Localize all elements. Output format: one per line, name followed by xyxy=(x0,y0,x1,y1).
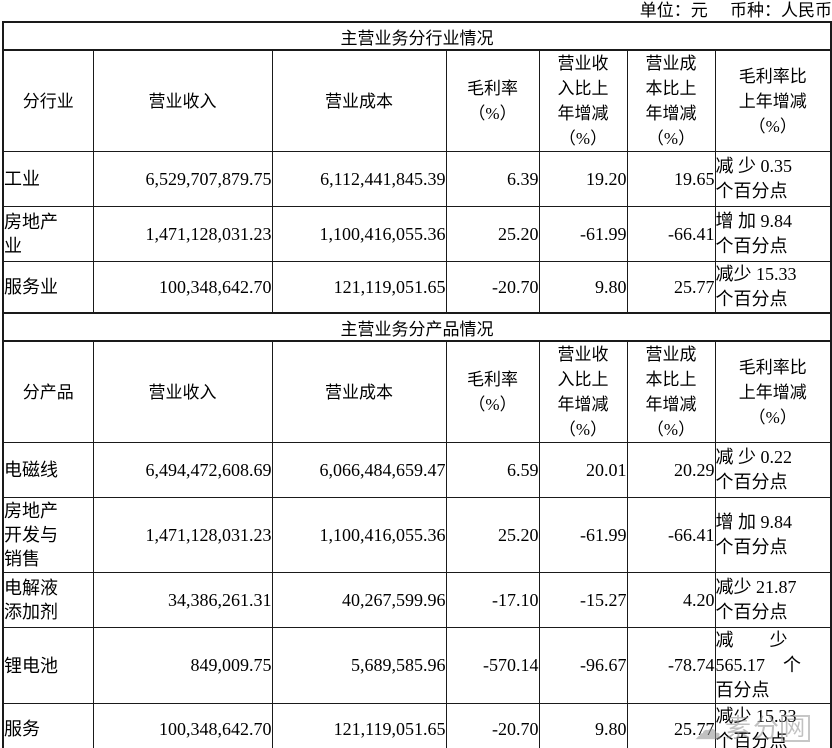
col-header-cost-yoy: 营业成 本比上 年增减 （%） xyxy=(626,340,716,443)
row-margin-yoy: 减少 15.33 个百分点 xyxy=(714,261,832,314)
product-section-title: 主营业务分产品情况 xyxy=(2,312,832,342)
row-revenue-yoy: -96.67 xyxy=(538,627,628,704)
row-cost: 6,112,441,845.39 xyxy=(271,151,447,207)
row-cost: 121,119,051.65 xyxy=(271,261,447,314)
col-header-cost: 营业成本 xyxy=(271,49,447,152)
row-cost: 6,066,484,659.47 xyxy=(271,442,447,498)
row-name: 工业 xyxy=(2,151,94,207)
row-revenue-yoy: -61.99 xyxy=(538,206,628,262)
col-header-cost-yoy: 营业成 本比上 年增减 （%） xyxy=(626,49,716,152)
row-name: 房地产 开发与 销售 xyxy=(2,497,94,573)
row-revenue-yoy: 20.01 xyxy=(538,442,628,498)
product-section-title-row: 主营业务分产品情况 xyxy=(2,312,832,342)
table-row-product-3: 电解液 添加剂 34,386,261.31 40,267,599.96 -17.… xyxy=(2,572,832,628)
row-margin-yoy: 减少 15.33 个百分点 xyxy=(714,703,832,748)
table-row-product-5: 服务 100,348,642.70 121,119,051.65 -20.70 … xyxy=(2,703,832,748)
row-margin-yoy: 增 加 9.84 个百分点 xyxy=(714,206,832,262)
col-header-industry: 分行业 xyxy=(2,49,94,152)
row-cost-yoy: 20.29 xyxy=(626,442,716,498)
row-margin-yoy: 减 少 0.35 个百分点 xyxy=(714,151,832,207)
row-name: 服务 xyxy=(2,703,94,748)
col-header-revenue-yoy: 营业收 入比上 年增减 （%） xyxy=(538,340,628,443)
industry-section-title: 主营业务分行业情况 xyxy=(2,21,832,51)
row-revenue: 1,471,128,031.23 xyxy=(92,497,273,573)
row-revenue: 100,348,642.70 xyxy=(92,261,273,314)
table-row-product-1: 电磁线 6,494,472,608.69 6,066,484,659.47 6.… xyxy=(2,442,832,498)
row-revenue: 100,348,642.70 xyxy=(92,703,273,748)
row-revenue: 34,386,261.31 xyxy=(92,572,273,628)
row-revenue-yoy: 19.20 xyxy=(538,151,628,207)
row-margin: -570.14 xyxy=(445,627,540,704)
row-cost-yoy: -66.41 xyxy=(626,206,716,262)
industry-header-row: 分行业 营业收入 营业成本 毛利率 （%） 营业收 入比上 年增减 （%） 营业… xyxy=(2,49,832,152)
col-header-cost: 营业成本 xyxy=(271,340,447,443)
row-margin-yoy: 减少 21.87 个百分点 xyxy=(714,572,832,628)
table-row-industry-1: 工业 6,529,707,879.75 6,112,441,845.39 6.3… xyxy=(2,151,832,207)
row-cost-yoy: 25.77 xyxy=(626,703,716,748)
col-header-gross-margin: 毛利率 （%） xyxy=(445,49,540,152)
row-margin: 6.59 xyxy=(445,442,540,498)
table-row-product-2: 房地产 开发与 销售 1,471,128,031.23 1,100,416,05… xyxy=(2,497,832,573)
row-name: 电解液 添加剂 xyxy=(2,572,94,628)
unit-label: 单位：元 xyxy=(639,1,708,20)
col-header-product: 分产品 xyxy=(2,340,94,443)
row-margin: 6.39 xyxy=(445,151,540,207)
row-cost-yoy: -78.74 xyxy=(626,627,716,704)
row-cost-yoy: 25.77 xyxy=(626,261,716,314)
row-cost: 1,100,416,055.36 xyxy=(271,206,447,262)
row-margin-yoy: 减 少 0.22 个百分点 xyxy=(714,442,832,498)
row-revenue-yoy: -61.99 xyxy=(538,497,628,573)
row-cost-yoy: 4.20 xyxy=(626,572,716,628)
table-row-product-4: 锂电池 849,009.75 5,689,585.96 -570.14 -96.… xyxy=(2,627,832,704)
industry-section-title-row: 主营业务分行业情况 xyxy=(2,21,832,51)
row-name: 锂电池 xyxy=(2,627,94,704)
main-business-table: 主营业务分行业情况 分行业 营业收入 营业成本 毛利率 （%） 营业收 入比上 … xyxy=(2,21,832,748)
row-margin-yoy: 减 少 565.17 个 百分点 xyxy=(714,627,832,704)
row-revenue: 1,471,128,031.23 xyxy=(92,206,273,262)
row-revenue-yoy: 9.80 xyxy=(538,261,628,314)
product-header-row: 分产品 营业收入 营业成本 毛利率 （%） 营业收 入比上 年增减 （%） 营业… xyxy=(2,340,832,443)
row-cost: 1,100,416,055.36 xyxy=(271,497,447,573)
row-revenue-yoy: 9.80 xyxy=(538,703,628,748)
col-header-gross-margin: 毛利率 （%） xyxy=(445,340,540,443)
row-revenue-yoy: -15.27 xyxy=(538,572,628,628)
col-header-margin-yoy: 毛利率比 上年增减 （%） xyxy=(714,340,832,443)
table-row-industry-3: 服务业 100,348,642.70 121,119,051.65 -20.70… xyxy=(2,261,832,314)
col-header-revenue-yoy: 营业收 入比上 年增减 （%） xyxy=(538,49,628,152)
col-header-revenue: 营业收入 xyxy=(92,340,273,443)
row-margin: -20.70 xyxy=(445,261,540,314)
row-name: 房地产 业 xyxy=(2,206,94,262)
table-row-industry-2: 房地产 业 1,471,128,031.23 1,100,416,055.36 … xyxy=(2,206,832,262)
unit-currency-line: 单位：元 币种：人民币 xyxy=(0,0,832,21)
col-header-margin-yoy: 毛利率比 上年增减 （%） xyxy=(714,49,832,152)
col-header-revenue: 营业收入 xyxy=(92,49,273,152)
row-name: 服务业 xyxy=(2,261,94,314)
row-revenue: 6,494,472,608.69 xyxy=(92,442,273,498)
row-cost-yoy: -66.41 xyxy=(626,497,716,573)
row-cost: 40,267,599.96 xyxy=(271,572,447,628)
row-margin-yoy: 增 加 9.84 个百分点 xyxy=(714,497,832,573)
row-cost: 5,689,585.96 xyxy=(271,627,447,704)
row-margin: 25.20 xyxy=(445,206,540,262)
row-cost-yoy: 19.65 xyxy=(626,151,716,207)
currency-label: 币种：人民币 xyxy=(730,1,832,20)
row-margin: -17.10 xyxy=(445,572,540,628)
row-revenue: 849,009.75 xyxy=(92,627,273,704)
row-revenue: 6,529,707,879.75 xyxy=(92,151,273,207)
row-cost: 121,119,051.65 xyxy=(271,703,447,748)
row-margin: 25.20 xyxy=(445,497,540,573)
row-margin: -20.70 xyxy=(445,703,540,748)
row-name: 电磁线 xyxy=(2,442,94,498)
